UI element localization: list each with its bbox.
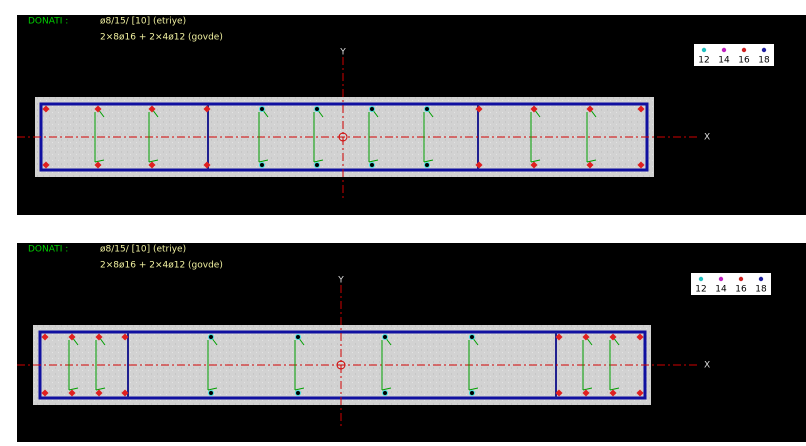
bar-12 xyxy=(382,334,388,340)
legend-label: 12 xyxy=(695,285,706,295)
legend-dot xyxy=(741,47,747,53)
bar-16 xyxy=(94,161,102,169)
bar-12 xyxy=(369,106,375,112)
bar-16 xyxy=(95,389,103,397)
center xyxy=(338,132,348,142)
bar-16 xyxy=(95,333,103,341)
axis-x-label: X xyxy=(704,133,710,143)
label: DONATI : xyxy=(28,17,68,27)
bar-12 xyxy=(208,390,214,396)
bar-12 xyxy=(314,162,320,168)
bar-16 xyxy=(42,161,50,169)
axis-x-label: X xyxy=(704,361,710,371)
tie-hook xyxy=(609,387,620,391)
bar-16 xyxy=(475,161,483,169)
tie-hook xyxy=(381,387,392,391)
bar-16 xyxy=(530,105,538,113)
legend-label: 16 xyxy=(735,285,747,295)
bar-16 xyxy=(609,389,617,397)
axis-y-label: Y xyxy=(337,276,344,286)
bar-16 xyxy=(582,333,590,341)
bar-12 xyxy=(424,106,430,112)
bar-16 xyxy=(121,333,129,341)
tie-hook xyxy=(294,387,305,391)
legend xyxy=(691,273,771,295)
tie-hook xyxy=(95,387,106,391)
legend-label: 14 xyxy=(718,56,730,66)
bar-12 xyxy=(424,162,430,168)
bar-12 xyxy=(295,334,301,340)
bar-16 xyxy=(203,161,211,169)
legend-dot xyxy=(738,276,744,282)
tie-hook xyxy=(368,159,379,163)
tie-hook xyxy=(68,387,79,391)
bar-16 xyxy=(68,389,76,397)
bar-16 xyxy=(475,105,483,113)
bar-16 xyxy=(555,389,563,397)
bar-16 xyxy=(586,161,594,169)
bar-16 xyxy=(148,161,156,169)
bar-16 xyxy=(68,333,76,341)
tie-hook xyxy=(468,387,479,391)
stirrup-text: ø8/15/ [10] (etriye) xyxy=(100,17,186,27)
bar-16 xyxy=(41,333,49,341)
stirrup-text: ø8/15/ [10] (etriye) xyxy=(100,245,186,255)
bar-16 xyxy=(530,161,538,169)
center xyxy=(336,360,346,370)
legend-dot xyxy=(721,47,727,53)
legend xyxy=(694,44,774,66)
bar-16 xyxy=(582,389,590,397)
legend-label: 18 xyxy=(755,285,767,295)
bar-16 xyxy=(636,333,644,341)
bar-12 xyxy=(295,390,301,396)
legend-label: 16 xyxy=(738,56,750,66)
bar-16 xyxy=(121,389,129,397)
bar-12 xyxy=(369,162,375,168)
tie-hook xyxy=(94,159,105,163)
legend-label: 14 xyxy=(715,285,727,295)
bar-12 xyxy=(259,162,265,168)
bars-text: 2×8ø16 + 2×4ø12 (govde) xyxy=(100,261,223,271)
bar-16 xyxy=(637,161,645,169)
bar-12 xyxy=(469,334,475,340)
bar-16 xyxy=(41,389,49,397)
bar-16 xyxy=(94,105,102,113)
axis-y-label: Y xyxy=(339,48,346,58)
tie-hook xyxy=(148,159,159,163)
tie-hook xyxy=(423,159,434,163)
bar-12 xyxy=(208,334,214,340)
bar-12 xyxy=(382,390,388,396)
legend-label: 18 xyxy=(758,56,770,66)
tie-hook xyxy=(582,387,593,391)
tie-hook xyxy=(207,387,218,391)
bar-12 xyxy=(259,106,265,112)
bar-16 xyxy=(636,389,644,397)
tie-hook xyxy=(313,159,324,163)
bar-12 xyxy=(314,106,320,112)
legend-dot xyxy=(701,47,707,53)
bar-16 xyxy=(586,105,594,113)
legend-label: 12 xyxy=(698,56,709,66)
bar-16 xyxy=(555,333,563,341)
label: DONATI : xyxy=(28,245,68,255)
bars-text: 2×8ø16 + 2×4ø12 (govde) xyxy=(100,33,223,43)
legend-dot xyxy=(758,276,764,282)
tie-hook xyxy=(530,159,541,163)
tie-hook xyxy=(258,159,269,163)
bar-16 xyxy=(148,105,156,113)
legend-dot xyxy=(718,276,724,282)
tie-hook xyxy=(586,159,597,163)
legend-dot xyxy=(761,47,767,53)
legend-dot xyxy=(698,276,704,282)
bar-16 xyxy=(609,333,617,341)
bar-16 xyxy=(637,105,645,113)
bar-12 xyxy=(469,390,475,396)
bar-16 xyxy=(203,105,211,113)
